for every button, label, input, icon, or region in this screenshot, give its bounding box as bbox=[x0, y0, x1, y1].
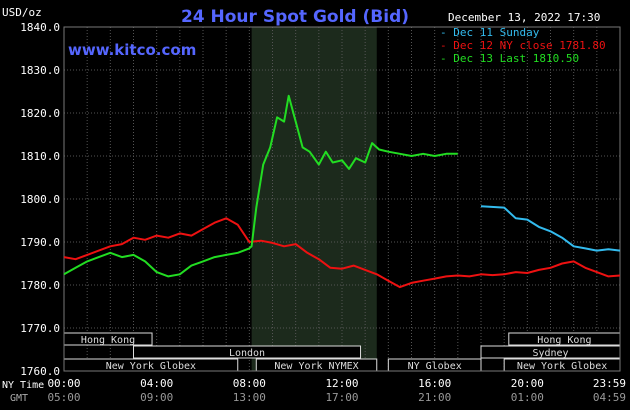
market-label-0-0: Hong Kong bbox=[81, 335, 135, 346]
y-tick-label-5: 1810.0 bbox=[20, 150, 60, 163]
y-tick-label-8: 1840.0 bbox=[20, 21, 60, 34]
market-label-2-0: New York Globex bbox=[106, 361, 196, 372]
nymex-session-highlight bbox=[251, 27, 377, 371]
chart-title: 24 Hour Spot Gold (Bid) bbox=[181, 7, 409, 27]
x-tick-ny-3: 12:00 bbox=[325, 377, 358, 390]
grid-lines bbox=[63, 26, 621, 372]
series-line-1 bbox=[63, 217, 621, 289]
y-tick-label-7: 1830.0 bbox=[20, 64, 60, 77]
x-tick-gmt-6: 04:59 bbox=[593, 391, 626, 404]
x-tick-ny-5: 20:00 bbox=[511, 377, 544, 390]
market-label-2-2: NY Globex bbox=[408, 361, 462, 372]
gmt-label: GMT bbox=[10, 393, 28, 404]
legend-item-0: - Dec 11 Sunday bbox=[440, 26, 540, 39]
market-label-1-1: Sydney bbox=[532, 348, 568, 359]
y-tick-label-4: 1800.0 bbox=[20, 193, 60, 206]
y-tick-label-3: 1790.0 bbox=[20, 236, 60, 249]
date-label: December 13, 2022 17:30 bbox=[448, 11, 600, 24]
series-line-2 bbox=[63, 94, 458, 278]
x-tick-ny-6: 23:59 bbox=[593, 377, 626, 390]
y-tick-label-0: 1760.0 bbox=[20, 365, 60, 378]
market-sessions: Hong Kong Hong Kong London Sydney New York G… bbox=[63, 332, 621, 372]
x-tick-gmt-4: 21:00 bbox=[418, 391, 451, 404]
x-tick-gmt-2: 13:00 bbox=[233, 391, 266, 404]
website-label: www.kitco.com bbox=[68, 41, 196, 59]
x-tick-gmt-5: 01:00 bbox=[511, 391, 544, 404]
legend-item-1: - Dec 12 NY close 1781.80 bbox=[440, 39, 606, 52]
x-tick-ny-4: 16:00 bbox=[418, 377, 451, 390]
market-label-2-3: New York Globex bbox=[517, 361, 607, 372]
y-tick-label-6: 1820.0 bbox=[20, 107, 60, 120]
ny-time-label: NY Time bbox=[2, 380, 44, 391]
y-tick-label-2: 1780.0 bbox=[20, 279, 60, 292]
series-lines bbox=[63, 94, 621, 289]
market-box-1-0 bbox=[133, 345, 362, 359]
series-line-0 bbox=[480, 205, 621, 252]
x-tick-ny-1: 04:00 bbox=[140, 377, 173, 390]
legend: - Dec 11 Sunday- Dec 12 NY close 1781.80… bbox=[440, 26, 606, 65]
plot-frame bbox=[63, 26, 621, 372]
market-label-1-0: London bbox=[229, 348, 265, 359]
legend-item-2: - Dec 13 Last 1810.50 bbox=[440, 52, 579, 65]
y-tick-label-1: 1770.0 bbox=[20, 322, 60, 335]
x-tick-gmt-3: 17:00 bbox=[325, 391, 358, 404]
market-label-0-1: Hong Kong bbox=[537, 335, 591, 346]
x-tick-ny-2: 08:00 bbox=[233, 377, 266, 390]
x-tick-gmt-1: 09:00 bbox=[140, 391, 173, 404]
x-tick-ny-0: 00:00 bbox=[47, 377, 80, 390]
y-axis-ticks: 1760.0 1770.0 1780.0 1790.0 1800.0 1810.0 1820… bbox=[20, 21, 60, 378]
x-tick-gmt-0: 05:00 bbox=[47, 391, 80, 404]
y-axis-label: USD/oz bbox=[2, 6, 42, 19]
market-label-2-1: New York NYMEX bbox=[274, 361, 358, 372]
